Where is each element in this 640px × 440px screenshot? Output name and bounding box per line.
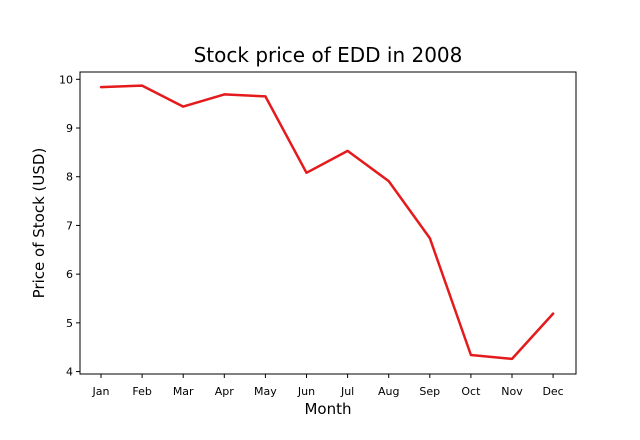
y-tick-label: 7 — [66, 219, 73, 232]
x-axis-label: Month — [304, 400, 351, 418]
x-tick-label: Sep — [419, 385, 440, 398]
y-tick-label: 10 — [59, 73, 73, 86]
x-tick-label: Aug — [378, 385, 399, 398]
x-tick-label: Jun — [297, 385, 315, 398]
x-tick-label: Jan — [92, 385, 110, 398]
y-tick-label: 6 — [66, 268, 73, 281]
y-axis: 4 5 6 7 8 9 10 — [59, 73, 80, 379]
y-tick-label: 8 — [66, 171, 73, 184]
x-tick-label: Jul — [340, 385, 354, 398]
x-tick-label: Oct — [461, 385, 481, 398]
y-axis-label: Price of Stock (USD) — [30, 148, 48, 299]
x-tick-label: Dec — [542, 385, 563, 398]
x-tick-label: Apr — [215, 385, 235, 398]
x-tick-label: Feb — [132, 385, 151, 398]
y-tick-label: 4 — [66, 366, 73, 379]
x-axis: Jan Feb Mar Apr May Jun Jul Aug Sep Oct Nov Dec — [92, 374, 564, 398]
series-layer — [99, 84, 555, 361]
x-tick-label: Mar — [173, 385, 194, 398]
y-tick-label: 5 — [66, 317, 73, 330]
series-line — [99, 84, 555, 361]
plot-frame — [79, 71, 577, 375]
chart-title: Stock price of EDD in 2008 — [194, 43, 463, 67]
y-tick-label: 9 — [66, 122, 73, 135]
x-tick-label: Nov — [501, 385, 523, 398]
x-tick-label: May — [254, 385, 277, 398]
